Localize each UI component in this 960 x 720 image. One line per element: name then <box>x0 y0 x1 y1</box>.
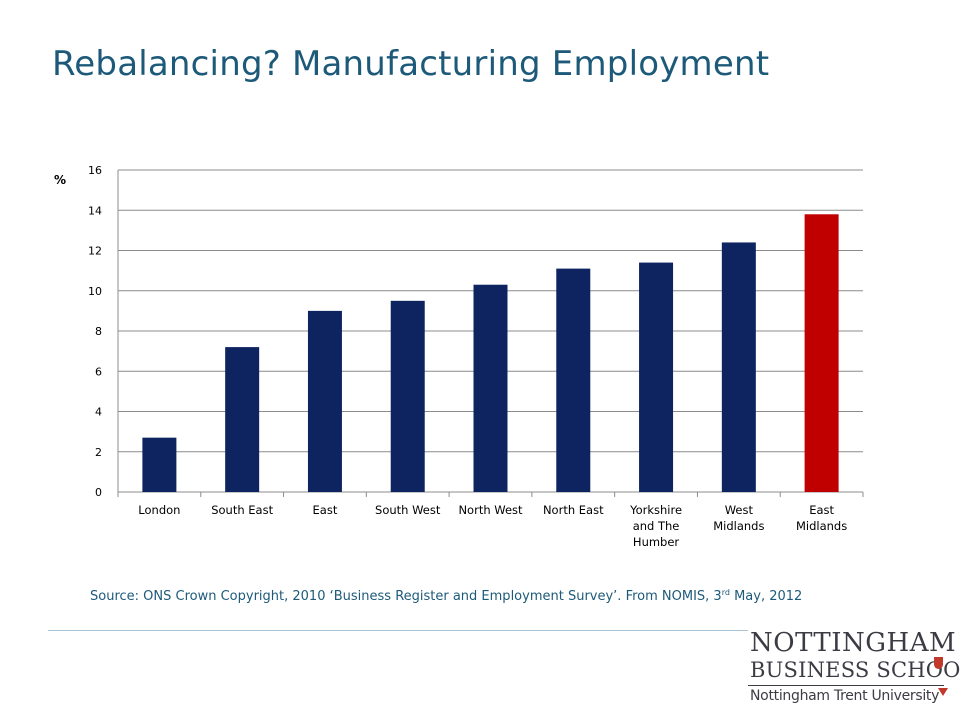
y-tick-label: 2 <box>95 446 102 459</box>
x-tick-label: Yorkshire and The Humber <box>629 503 682 549</box>
bar <box>804 214 839 492</box>
logo-line-2: BUSINESS SCHOOL <box>750 658 960 682</box>
y-tick-label: 0 <box>95 486 102 499</box>
source-note: Source: ONS Crown Copyright, 2010 ‘Busin… <box>90 583 890 607</box>
logo-rule <box>748 685 944 686</box>
source-tail: May, 2012 <box>729 589 803 604</box>
logo-line-3: Nottingham Trent University <box>750 688 940 704</box>
logo-line-1: NOTTINGHAM <box>750 628 957 658</box>
x-tick-label: North West <box>458 503 523 517</box>
shield-icon <box>934 657 943 669</box>
bar <box>307 310 342 492</box>
x-tick-label: East <box>313 503 338 517</box>
bar <box>556 268 591 492</box>
footer-divider <box>48 630 748 631</box>
triangle-mark-icon <box>938 688 948 696</box>
slide-title: Rebalancing? Manufacturing Employment <box>52 44 770 84</box>
x-tick-label: East Midlands <box>796 503 847 533</box>
bar <box>390 300 425 492</box>
x-tick-label-line: South East <box>211 503 273 517</box>
x-tick-label-line: East <box>809 503 834 517</box>
x-tick-label-line: Midlands <box>796 519 847 533</box>
y-axis-label: % <box>54 173 66 187</box>
source-text: Source: ONS Crown Copyright, 2010 ‘Busin… <box>90 589 722 604</box>
x-tick-label-line: South West <box>375 503 441 517</box>
nottingham-business-school-logo: NOTTINGHAM BUSINESS SCHOOL Nottingham Tr… <box>748 628 960 710</box>
bar <box>721 242 756 492</box>
x-tick-label: North East <box>543 503 604 517</box>
y-tick-label: 12 <box>88 245 102 258</box>
bar <box>639 262 674 492</box>
x-tick-label-line: London <box>138 503 180 517</box>
y-tick-label: 14 <box>88 204 102 217</box>
y-tick-label: 16 <box>88 164 102 177</box>
x-tick-label: London <box>138 503 180 517</box>
x-tick-label-line: Humber <box>633 535 680 549</box>
bar <box>142 437 177 492</box>
x-tick-label-line: North West <box>458 503 523 517</box>
x-tick-label-line: Midlands <box>713 519 764 533</box>
y-tick-label: 10 <box>88 285 102 298</box>
x-tick-label-line: East <box>313 503 338 517</box>
x-tick-label: West Midlands <box>713 503 764 533</box>
x-tick-label-line: Yorkshire <box>629 503 682 517</box>
bar-chart: 0 2 4 6 8 10 12 14 16% London South East East South … <box>54 164 864 549</box>
x-tick-label-line: and The <box>633 519 680 533</box>
y-tick-label: 8 <box>95 325 102 338</box>
bar <box>473 284 508 492</box>
y-tick-label: 4 <box>95 406 102 419</box>
x-tick-label-line: North East <box>543 503 604 517</box>
bar <box>225 347 260 492</box>
y-tick-label: 6 <box>95 365 102 378</box>
x-tick-label: South West <box>375 503 441 517</box>
x-tick-label: South East <box>211 503 273 517</box>
x-tick-label-line: West <box>725 503 754 517</box>
source-superscript: rd <box>721 588 730 597</box>
